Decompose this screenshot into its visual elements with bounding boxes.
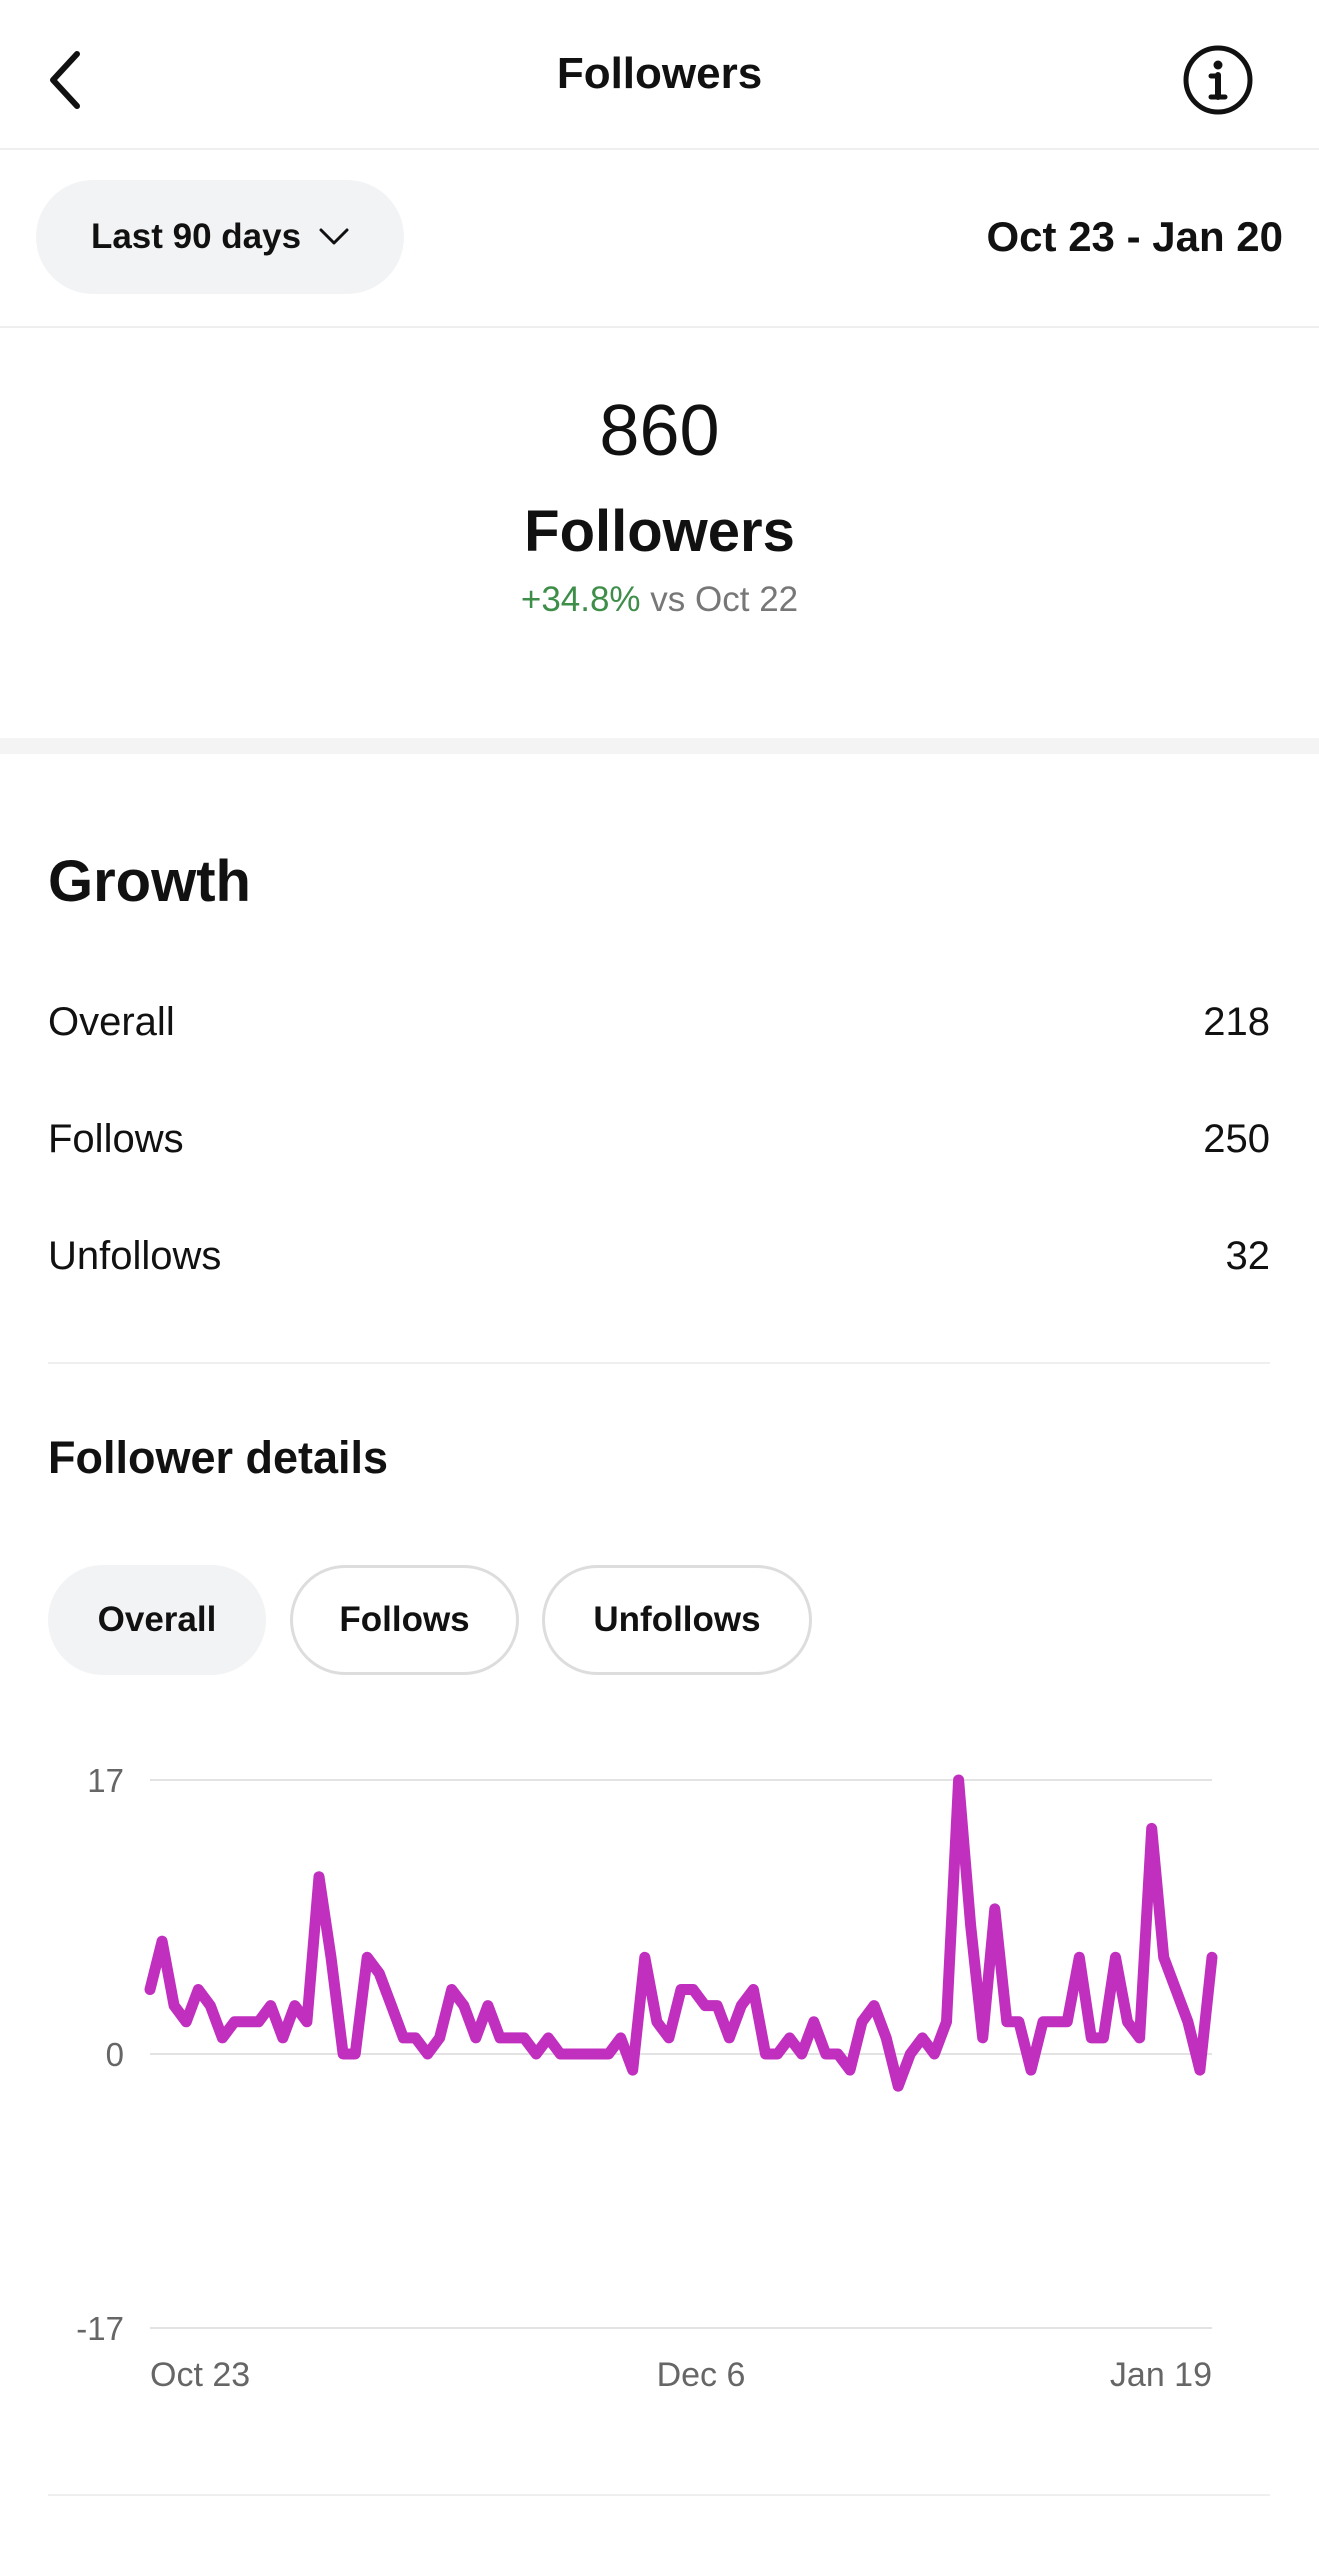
growth-row-value: 32 bbox=[1225, 1233, 1271, 1278]
change-percent: +34.8% bbox=[520, 580, 641, 619]
chevron-left-icon bbox=[50, 51, 80, 109]
x-tick-label: Jan 19 bbox=[1110, 2356, 1212, 2394]
followers-count: 860 bbox=[599, 391, 720, 471]
page-title: Followers bbox=[556, 49, 763, 98]
growth-row-unfollows: Unfollows 32 bbox=[48, 1226, 1270, 1286]
x-tick-label: Oct 23 bbox=[150, 2356, 250, 2394]
follower-details-heading: Follower details bbox=[48, 1432, 389, 1483]
chevron-down-icon bbox=[319, 228, 349, 245]
growth-row-label: Follows bbox=[48, 1116, 184, 1161]
y-tick-label: 0 bbox=[106, 2036, 124, 2073]
growth-row-value: 250 bbox=[1203, 1116, 1270, 1161]
series-line bbox=[144, 1774, 1218, 2092]
growth-row-overall: Overall 218 bbox=[48, 992, 1270, 1052]
date-range-label: Last 90 days bbox=[90, 217, 302, 256]
filter-chip-follows[interactable]: Follows bbox=[290, 1565, 519, 1675]
growth-row-value: 218 bbox=[1203, 999, 1270, 1044]
filter-chip-unfollows[interactable]: Unfollows bbox=[542, 1565, 812, 1675]
info-icon bbox=[1183, 45, 1253, 115]
y-tick-label: 17 bbox=[87, 1762, 124, 1799]
growth-heading: Growth bbox=[48, 849, 251, 914]
x-tick-label: Dec 6 bbox=[657, 2356, 746, 2394]
top-bar: Followers bbox=[0, 0, 1319, 150]
followers-change: +34.8% vs Oct 22 bbox=[0, 580, 1319, 620]
followers-summary: 860 Followers +34.8% vs Oct 22 bbox=[0, 328, 1319, 738]
change-reference: vs Oct 22 bbox=[650, 580, 799, 619]
date-range-dropdown[interactable]: Last 90 days bbox=[36, 180, 404, 294]
back-button[interactable] bbox=[30, 40, 100, 120]
divider bbox=[48, 2494, 1270, 2496]
follower-line-chart: 17 0 -17 Oct 23 Dec 6 Jan 19 bbox=[76, 1762, 1218, 2394]
growth-row-label: Overall bbox=[48, 999, 175, 1044]
filter-chip-overall[interactable]: Overall bbox=[48, 1565, 266, 1675]
divider bbox=[48, 1362, 1270, 1364]
date-range-row: Last 90 days Oct 23 - Jan 20 bbox=[0, 150, 1319, 328]
growth-row-follows: Follows 250 bbox=[48, 1109, 1270, 1169]
section-separator bbox=[0, 738, 1319, 754]
y-tick-label: -17 bbox=[76, 2310, 124, 2347]
date-range-text: Oct 23 - Jan 20 bbox=[986, 213, 1283, 260]
followers-count-label: Followers bbox=[524, 499, 795, 564]
growth-row-label: Unfollows bbox=[48, 1233, 222, 1278]
info-button[interactable] bbox=[1178, 40, 1258, 120]
